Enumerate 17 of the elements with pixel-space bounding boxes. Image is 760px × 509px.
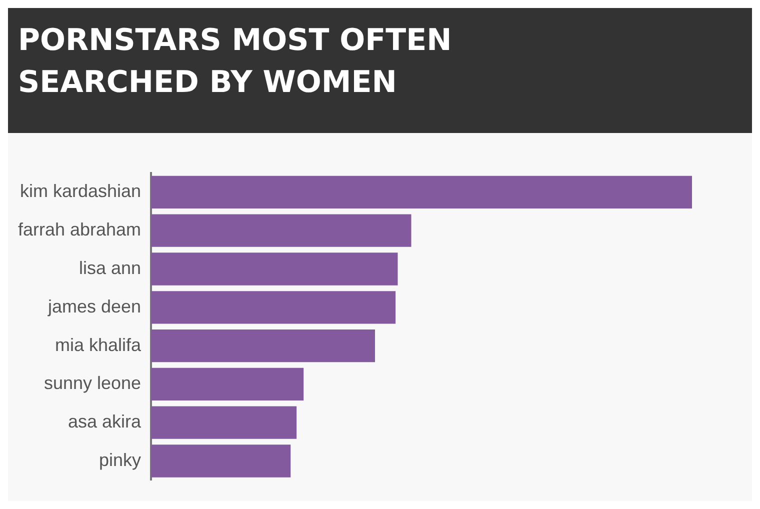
- y-tick-label: asa akira: [68, 412, 142, 432]
- y-tick-label: lisa ann: [79, 258, 142, 278]
- y-tick-label: pinky: [99, 450, 142, 470]
- chart-title: PORNSTARS MOST OFTEN SEARCHED BY WOMEN: [18, 22, 453, 102]
- bar: [151, 214, 412, 247]
- y-tick-label: farrah abraham: [18, 220, 142, 240]
- y-tick-label: james deen: [47, 296, 142, 316]
- bar: [151, 252, 398, 286]
- bar: [151, 368, 304, 401]
- bar: [151, 291, 396, 324]
- y-tick-label: mia khalifa: [55, 334, 142, 355]
- y-tick-label: kim kardashian: [20, 181, 142, 202]
- bar: [151, 176, 692, 209]
- y-tick-label: sunny leone: [44, 373, 142, 394]
- bar: [151, 406, 297, 439]
- bar: [151, 444, 291, 478]
- bar: [151, 329, 376, 362]
